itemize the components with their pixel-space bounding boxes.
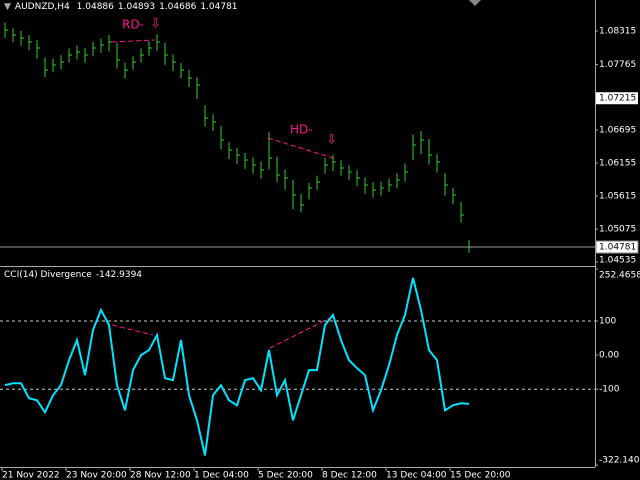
y-tick-label: 1.08315: [599, 26, 636, 36]
x-tick-label: 23 Nov 20:00: [66, 471, 127, 480]
indicator-header: CCI(14) Divergence -142.9394: [4, 270, 146, 280]
divergence-line: [111, 324, 154, 336]
x-tick-label: 1 Dec 04:00: [194, 471, 249, 480]
y-tick-label: -322.1404: [599, 456, 640, 466]
x-tick-label: 28 Nov 12:00: [130, 471, 191, 480]
header-low: 1.04686: [159, 2, 197, 12]
y-tick-label: 252.4658: [599, 271, 640, 281]
x-tick-label: 5 Dec 20:00: [258, 471, 313, 480]
y-tick-label: 1.05615: [599, 192, 636, 202]
cci-line: [4, 277, 470, 456]
y-tick-label: 0.00: [599, 351, 619, 361]
y-tick-label: 1.04535: [599, 256, 636, 266]
y-tick-label: 100: [599, 317, 616, 327]
symbol: AUDNZD,H4: [14, 2, 70, 12]
marked-price-label: 1.07215: [599, 94, 636, 104]
annotation: RD-: [122, 18, 144, 32]
y-tick-label: -100: [599, 385, 620, 395]
x-tick-label: 15 Dec 20:00: [450, 471, 511, 480]
last-price-label: 1.04781: [599, 243, 636, 253]
x-tick-label: 21 Nov 2022: [2, 471, 60, 480]
indicator-title: CCI(14) Divergence: [4, 270, 92, 280]
x-tick-label: 8 Dec 12:00: [322, 471, 377, 480]
divergence-line: [267, 137, 334, 159]
marked-price-box: [596, 92, 638, 105]
y-tick-label: 1.07765: [599, 60, 636, 70]
annotation-arrow: ⇩: [326, 133, 337, 148]
shift-marker: [469, 0, 481, 6]
x-tick-label: 13 Dec 04:00: [386, 471, 447, 480]
header-close: 1.04781: [200, 2, 238, 12]
annotation-arrow: ⇩: [150, 17, 161, 32]
header-open: 1.04886: [76, 2, 114, 12]
indicator-value: -142.9394: [95, 270, 143, 280]
divergence-line: [269, 317, 331, 349]
header-high: 1.04893: [117, 2, 156, 12]
divergence-line: [111, 39, 156, 43]
annotation: HD-: [290, 123, 313, 137]
last-price-box: [595, 240, 639, 254]
y-tick-label: 1.06695: [599, 126, 636, 136]
y-tick-label: 1.05075: [599, 225, 636, 235]
price-header: ▼ AUDNZD,H4 1.04886 1.04893 1.04686 1.04781: [4, 2, 238, 12]
y-tick-label: 1.06155: [599, 159, 636, 169]
